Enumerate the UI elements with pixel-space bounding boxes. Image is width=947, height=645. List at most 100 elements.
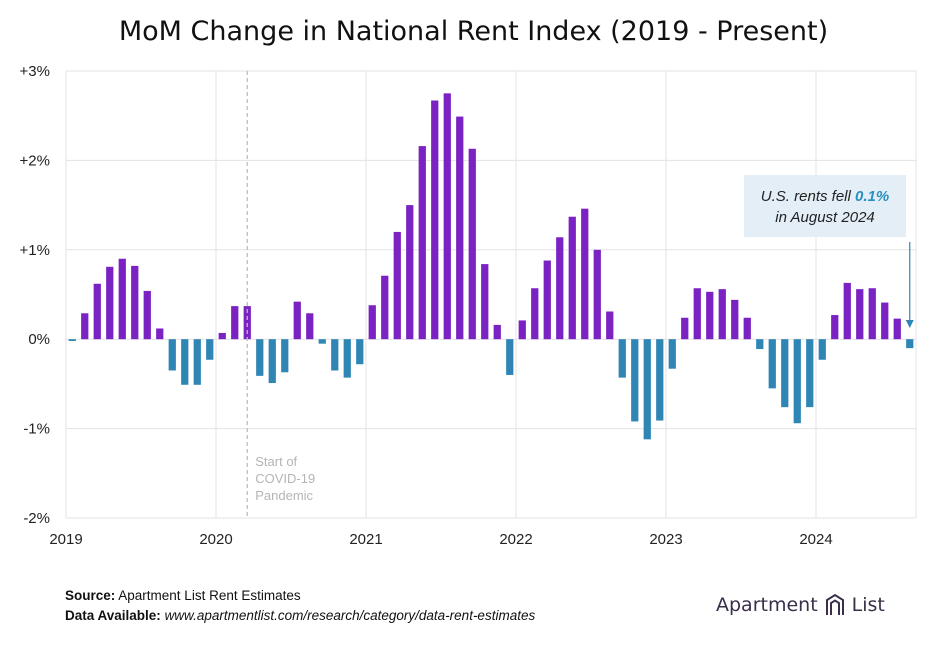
bar	[456, 116, 464, 340]
callout-value: 0.1%	[855, 188, 889, 205]
bars-layer	[68, 93, 914, 440]
bar	[581, 208, 589, 340]
bar	[718, 289, 726, 340]
bar	[606, 311, 614, 340]
bar	[881, 302, 889, 340]
apartment-list-logo-icon	[825, 593, 844, 615]
bar	[831, 315, 839, 340]
data-label: Data Available:	[65, 608, 161, 623]
bar	[706, 291, 714, 340]
bar	[568, 216, 576, 340]
bar	[181, 339, 189, 385]
bar	[156, 328, 164, 340]
bar	[306, 313, 314, 340]
grid-layer	[65, 70, 917, 519]
bar	[393, 231, 401, 340]
bar	[168, 339, 176, 371]
bar	[443, 93, 451, 340]
callout-line-2: in August 2024	[775, 209, 875, 226]
chart-title: MoM Change in National Rent Index (2019 …	[118, 16, 829, 47]
callout-prefix: U.S. rents fell	[761, 188, 855, 205]
bar	[293, 301, 301, 340]
bar	[418, 146, 426, 340]
axis-labels: +3% +2% +1% 0% -1% -2% 2019 2020 2021 2022 2023 202…	[20, 63, 833, 548]
bar	[806, 339, 814, 408]
covid-label-line: COVID-19	[255, 471, 315, 486]
bar	[618, 339, 626, 378]
y-tick-label: +2%	[20, 152, 50, 169]
brand-logo: Apartment List	[716, 592, 885, 618]
bar	[68, 339, 76, 341]
bar	[556, 237, 564, 340]
bar	[518, 320, 526, 340]
bar	[531, 288, 539, 340]
bar	[731, 299, 739, 340]
brand-right: List	[851, 594, 885, 616]
bar	[93, 283, 101, 340]
source-value: Apartment List Rent Estimates	[118, 588, 301, 603]
bar	[743, 317, 751, 340]
bar	[81, 313, 89, 340]
bar	[193, 339, 201, 385]
bar	[893, 318, 901, 340]
bar	[856, 289, 864, 340]
data-url: www.apartmentlist.com/research/category/…	[164, 608, 536, 623]
bar	[818, 339, 826, 360]
bar	[643, 339, 651, 440]
bar	[543, 260, 551, 340]
bar	[493, 324, 501, 340]
x-tick-label: 2019	[49, 531, 82, 548]
bar	[793, 339, 801, 424]
y-tick-label: +3%	[20, 63, 50, 80]
y-tick-label: 0%	[28, 331, 50, 348]
bar	[231, 306, 239, 340]
x-tick-label: 2023	[649, 531, 682, 548]
annotation-layer: Start of COVID-19 Pandemic U.S. rents fell …	[246, 71, 914, 518]
bar	[481, 264, 489, 340]
bar	[406, 205, 414, 340]
bar	[118, 258, 126, 340]
bar	[281, 339, 289, 373]
x-tick-label: 2021	[349, 531, 382, 548]
y-tick-label: -1%	[23, 421, 50, 438]
y-tick-label: -2%	[23, 510, 50, 527]
bar	[206, 339, 214, 360]
bar	[268, 339, 276, 384]
covid-label-line: Start of	[255, 454, 297, 469]
bar	[631, 339, 639, 422]
brand-left: Apartment	[716, 594, 818, 616]
bar	[668, 339, 676, 369]
bar	[131, 265, 139, 340]
callout-arrow-head	[905, 320, 914, 328]
bar	[681, 317, 689, 340]
source-label: Source:	[65, 588, 116, 603]
bar	[381, 275, 389, 340]
bar	[506, 339, 514, 375]
bar	[906, 339, 914, 349]
bar	[656, 339, 664, 421]
footer-data: Data Available: www.apartmentlist.com/re…	[65, 608, 535, 623]
bar	[256, 339, 264, 376]
bar	[243, 306, 251, 340]
x-tick-label: 2022	[499, 531, 532, 548]
bar	[218, 332, 226, 340]
bar	[143, 290, 151, 340]
footer-source: Source: Apartment List Rent Estimates	[65, 588, 301, 603]
y-tick-label: +1%	[20, 242, 50, 259]
bar	[343, 339, 351, 378]
bar	[331, 339, 339, 371]
bar	[593, 249, 601, 340]
bar	[756, 339, 764, 350]
callout-box	[744, 175, 906, 237]
x-tick-label: 2024	[799, 531, 832, 548]
covid-label-line: Pandemic	[255, 488, 313, 503]
bar	[356, 339, 364, 365]
bar	[431, 100, 439, 340]
bar	[868, 288, 876, 340]
bar	[693, 288, 701, 340]
bar	[781, 339, 789, 408]
bar	[368, 305, 376, 340]
bar	[768, 339, 776, 389]
bar	[106, 266, 114, 340]
